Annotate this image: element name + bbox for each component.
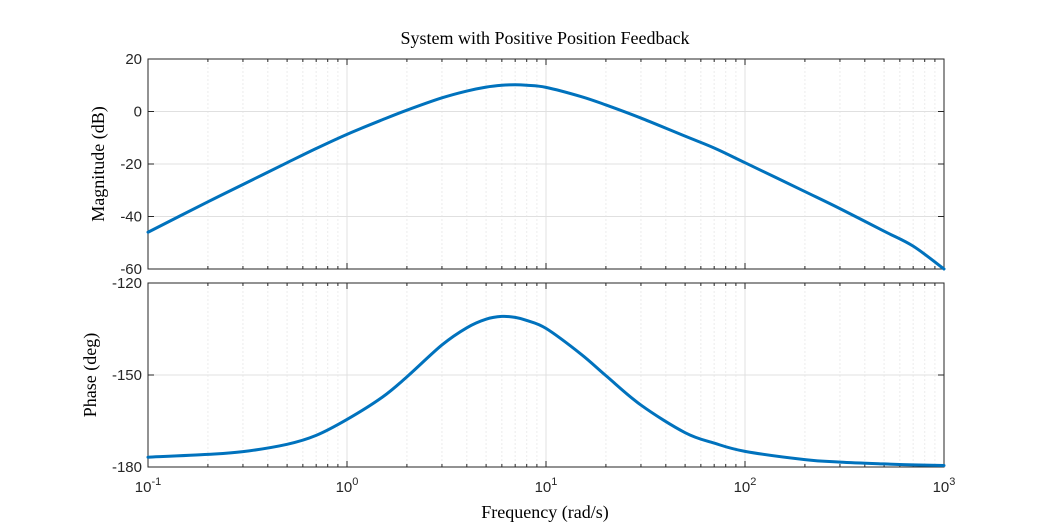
y-tick-label: -150 (112, 367, 142, 384)
magnitude-series-line (146, 83, 946, 271)
y-tick-label: 0 (134, 104, 142, 121)
frequency-xlabel: Frequency (rad/s) (481, 502, 608, 523)
y-tick-label: -180 (112, 459, 142, 476)
y-tick-label: -120 (112, 275, 142, 292)
x-tick-label: 100 (336, 476, 359, 496)
y-tick-label: 20 (125, 51, 142, 68)
y-tick-label: -40 (120, 209, 142, 226)
chart-title: System with Positive Position Feedback (400, 28, 689, 48)
y-tick-label: -20 (120, 156, 142, 173)
phase-series-line (146, 314, 946, 467)
magnitude-axes: 20 0 -20 -40 -60 (120, 51, 946, 278)
magnitude-ylabel: Magnitude (dB) (88, 106, 109, 221)
x-tick-label: 101 (535, 476, 558, 496)
y-tick-label: -60 (120, 261, 142, 278)
x-tick-label: 102 (734, 476, 757, 496)
phase-ylabel: Phase (deg) (80, 333, 101, 417)
x-tick-label: 103 (933, 476, 956, 496)
x-tick-label: 10-1 (135, 476, 161, 496)
